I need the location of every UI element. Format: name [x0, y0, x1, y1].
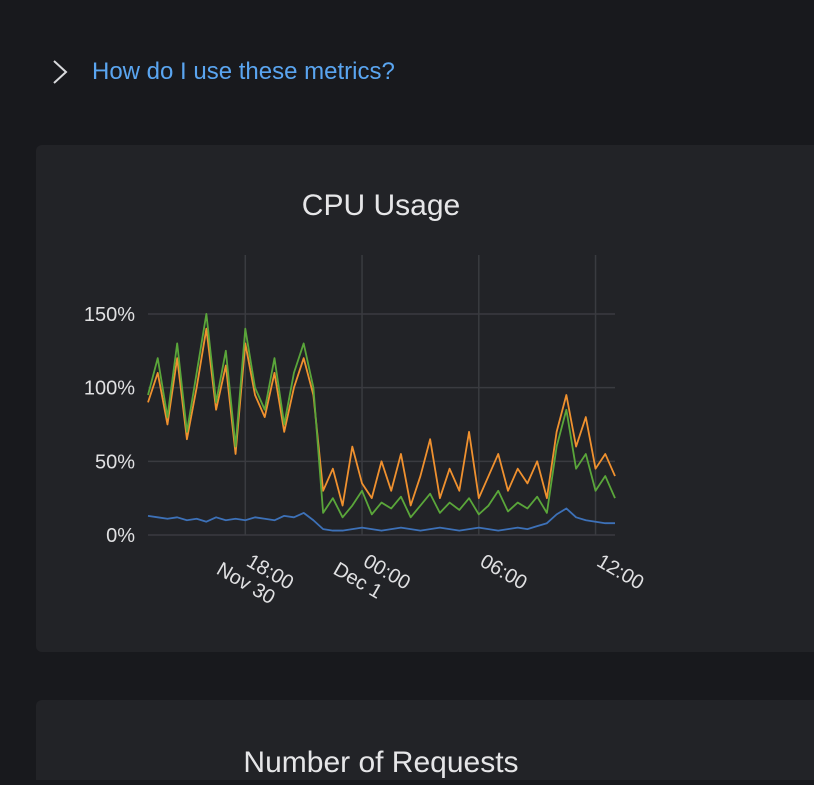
help-link[interactable]: How do I use these metrics? — [92, 58, 395, 85]
y-tick-label: 50% — [95, 451, 135, 473]
series-line — [147, 327, 616, 507]
y-tick-label: 100% — [84, 378, 135, 400]
y-tick-label: 150% — [84, 304, 135, 326]
series-line — [147, 507, 615, 532]
plot: 0% 50% 100% 150% — [84, 255, 616, 547]
chart-title: CPU Usage — [302, 189, 460, 222]
series-line — [147, 313, 616, 519]
panel-title: Number of Requests — [243, 746, 518, 779]
chevron[interactable] — [53, 60, 68, 84]
panel — [36, 145, 814, 652]
y-tick-label: 0% — [106, 525, 135, 547]
panel — [36, 700, 814, 785]
